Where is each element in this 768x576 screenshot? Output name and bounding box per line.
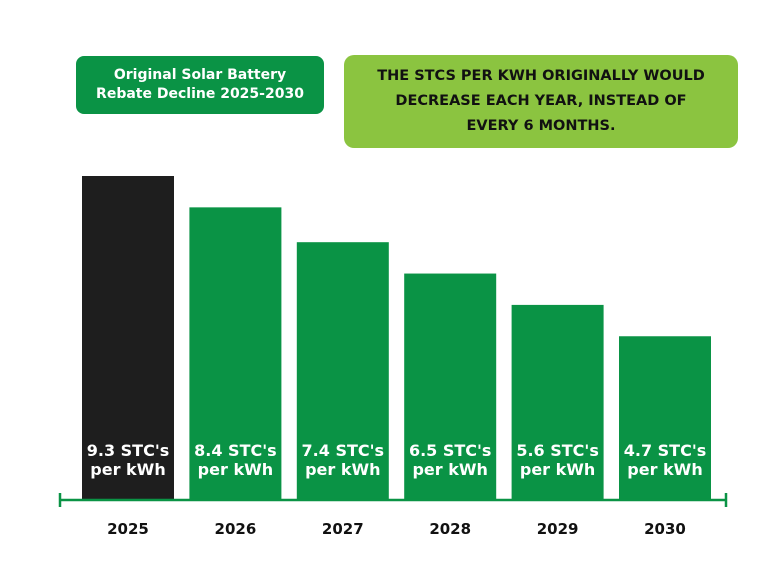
bar-2028 xyxy=(404,273,497,500)
x-tick-label-2027: 2027 xyxy=(322,520,364,538)
bar-label-2030-line-1: 4.7 STC's xyxy=(624,441,707,460)
bar-2030 xyxy=(619,336,711,500)
bar-label-2025-line-1: 9.3 STC's xyxy=(87,441,170,460)
chart-title-line-2: Rebate Decline 2025-2030 xyxy=(96,86,304,102)
x-tick-label-2026: 2026 xyxy=(215,520,257,538)
bar-2026 xyxy=(189,207,282,500)
bar-label-2028-line-2: per kWh xyxy=(412,460,487,479)
chart-title-line-1: Original Solar Battery xyxy=(113,67,287,83)
bar-label-2025-line-2: per kWh xyxy=(90,460,165,479)
chart-title: Original Solar Battery Rebate Decline 20… xyxy=(96,66,304,104)
bar-label-2026-line-1: 8.4 STC's xyxy=(194,441,277,460)
bar-label-2026-line-2: per kWh xyxy=(198,460,273,479)
bar-label-2028-line-1: 6.5 STC's xyxy=(409,441,492,460)
bar-label-2029-line-1: 5.6 STC's xyxy=(516,441,599,460)
note-text: THE STCS PER KWH ORIGINALLY WOULD DECREA… xyxy=(377,68,705,134)
x-tick-label-2028: 2028 xyxy=(429,520,471,538)
bar-2027 xyxy=(296,242,389,500)
bar-label-2030-line-2: per kWh xyxy=(627,460,702,479)
bar-2025 xyxy=(82,176,174,500)
note-callout: THE STCS PER KWH ORIGINALLY WOULD DECREA… xyxy=(344,55,738,148)
x-tick-label-2030: 2030 xyxy=(644,520,686,538)
bar-label-2027-line-2: per kWh xyxy=(305,460,380,479)
bar-label-2027-line-1: 7.4 STC's xyxy=(302,441,385,460)
x-tick-label-2025: 2025 xyxy=(107,520,149,538)
chart-title-box: Original Solar Battery Rebate Decline 20… xyxy=(76,56,324,114)
bar-label-2029-line-2: per kWh xyxy=(520,460,595,479)
bar-2029 xyxy=(511,304,604,500)
x-tick-label-2029: 2029 xyxy=(537,520,579,538)
